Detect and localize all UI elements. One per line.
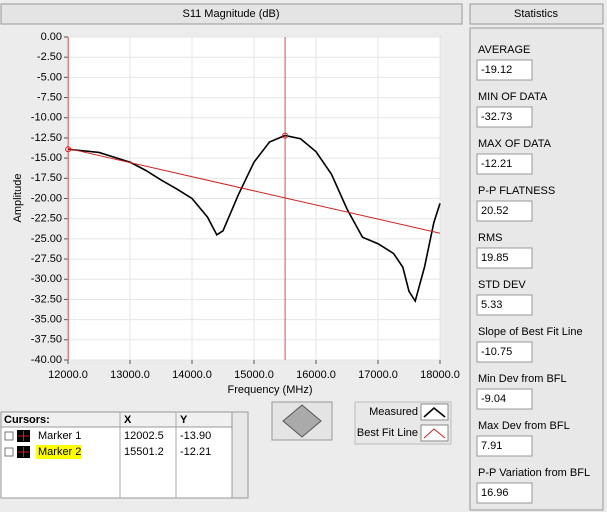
stat-label: Slope of Best Fit Line bbox=[478, 326, 583, 338]
y-tick-label: -20.00 bbox=[31, 192, 62, 204]
stat-value: -32.73 bbox=[481, 111, 512, 123]
x-tick-label: 13000.0 bbox=[110, 369, 150, 381]
stat-value-box bbox=[476, 59, 533, 81]
diamond-icon bbox=[282, 404, 322, 438]
stat-value-box bbox=[476, 294, 533, 316]
stat-value-box bbox=[476, 247, 533, 269]
y-tick-label: -40.00 bbox=[31, 354, 62, 366]
stat-value: 16.96 bbox=[481, 487, 509, 499]
y-tick-label: -37.50 bbox=[31, 334, 62, 346]
stat-value: 7.91 bbox=[481, 440, 502, 452]
stat-label: Max Dev from BFL bbox=[478, 420, 570, 432]
y-tick-label: -32.50 bbox=[31, 293, 62, 305]
y-axis-label: Amplitude bbox=[12, 174, 24, 223]
stat-label: P-P Variation from BFL bbox=[478, 467, 590, 479]
y-tick-label: -10.00 bbox=[31, 112, 62, 124]
x-tick-label: 16000.0 bbox=[296, 369, 336, 381]
cursor-point bbox=[282, 132, 289, 139]
stat-label: AVERAGE bbox=[478, 44, 530, 56]
stat-value: -12.21 bbox=[481, 158, 512, 170]
legend-swatch bbox=[423, 428, 446, 439]
x-tick-label: 17000.0 bbox=[358, 369, 398, 381]
y-tick-label: -12.50 bbox=[31, 132, 62, 144]
y-tick-label: -5.00 bbox=[37, 71, 62, 83]
x-tick-label: 14000.0 bbox=[172, 369, 212, 381]
stat-value-box bbox=[476, 106, 533, 128]
x-axis-label: Frequency (MHz) bbox=[228, 384, 313, 396]
stat-label: MAX OF DATA bbox=[478, 138, 552, 150]
x-tick-label: 18000.0 bbox=[420, 369, 460, 381]
legend-swatch bbox=[423, 406, 446, 418]
y-tick-label: -30.00 bbox=[31, 273, 62, 285]
series-line bbox=[67, 147, 441, 234]
y-tick-label: -22.50 bbox=[31, 213, 62, 225]
cursor-header: X bbox=[124, 414, 132, 426]
stat-value: 5.33 bbox=[481, 299, 502, 311]
cursor-header: Y bbox=[180, 414, 188, 426]
legend-swatch-box bbox=[420, 403, 449, 421]
stat-value-box bbox=[476, 341, 533, 363]
y-tick-label: -2.50 bbox=[37, 51, 62, 63]
stat-label: STD DEV bbox=[478, 279, 526, 291]
cursor-x: 12002.5 bbox=[124, 430, 164, 442]
legend-swatch-box bbox=[420, 424, 449, 442]
title-bar bbox=[0, 3, 463, 25]
cursor-header: Cursors: bbox=[4, 414, 50, 426]
expand-box[interactable] bbox=[4, 431, 14, 441]
y-tick-label: -15.00 bbox=[31, 152, 62, 164]
legend-label: Measured bbox=[369, 406, 418, 418]
cursor-icon-cross bbox=[18, 447, 29, 457]
y-tick-label: -25.00 bbox=[31, 233, 62, 245]
expand-box[interactable] bbox=[4, 447, 14, 457]
cursor-y: -12.21 bbox=[180, 446, 211, 458]
y-tick-label: -7.50 bbox=[37, 91, 62, 103]
stat-label: P-P FLATNESS bbox=[478, 185, 555, 197]
y-tick-label: -27.50 bbox=[31, 253, 62, 265]
stat-value: -19.12 bbox=[481, 64, 512, 76]
x-tick-label: 15000.0 bbox=[234, 369, 274, 381]
legend-label: Best Fit Line bbox=[357, 427, 418, 439]
chart-title: S11 Magnitude (dB) bbox=[182, 8, 279, 20]
y-tick-label: 0.00 bbox=[41, 31, 62, 43]
stats-title: Statistics bbox=[514, 8, 559, 20]
stat-label: Min Dev from BFL bbox=[478, 373, 567, 385]
stat-label: MIN OF DATA bbox=[478, 91, 548, 103]
cursor-name: Marker 1 bbox=[38, 430, 81, 442]
stat-value: -10.75 bbox=[481, 346, 512, 358]
stats-header bbox=[469, 3, 604, 25]
stat-value-box bbox=[476, 388, 533, 410]
stat-value-box bbox=[476, 482, 533, 504]
scrollbar[interactable] bbox=[231, 411, 249, 499]
stat-value-box bbox=[476, 435, 533, 457]
y-tick-label: -17.50 bbox=[31, 172, 62, 184]
cursor-name: Marker 2 bbox=[38, 446, 81, 458]
y-tick-label: -35.00 bbox=[31, 314, 62, 326]
stat-value-box bbox=[476, 153, 533, 175]
cursor-y: -13.90 bbox=[180, 430, 211, 442]
cursor-x: 15501.2 bbox=[124, 446, 164, 458]
highlight bbox=[36, 445, 81, 459]
stat-value: -9.04 bbox=[481, 393, 506, 405]
x-tick-label: 12000.0 bbox=[48, 369, 88, 381]
cursor-icon-cross bbox=[18, 431, 29, 441]
stat-value: 20.52 bbox=[481, 205, 509, 217]
stat-value-box bbox=[476, 200, 533, 222]
stat-value: 19.85 bbox=[481, 252, 509, 264]
stat-label: RMS bbox=[478, 232, 502, 244]
cursor-point bbox=[65, 146, 72, 153]
